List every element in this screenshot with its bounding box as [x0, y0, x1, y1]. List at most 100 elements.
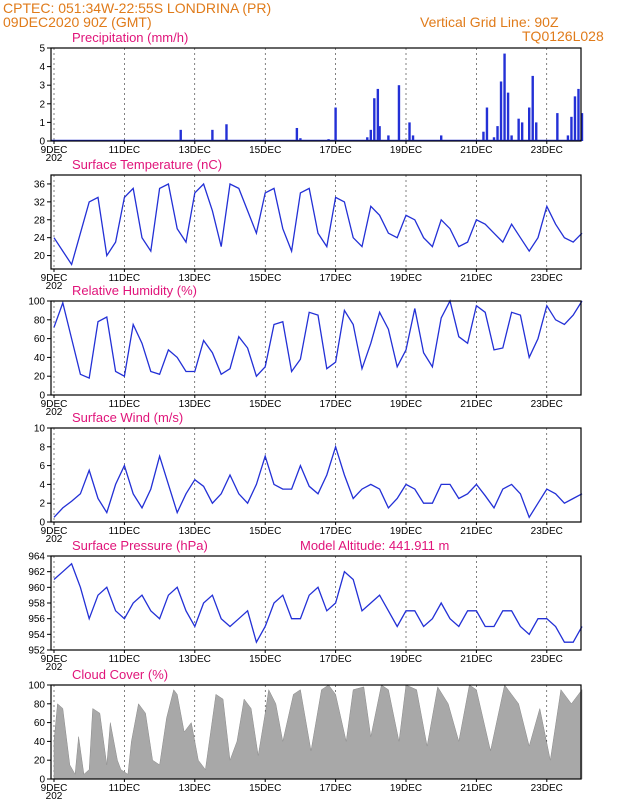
- y-tick-label: 1: [39, 118, 45, 129]
- precip-bar: [485, 107, 489, 141]
- y-tick-label: 20: [34, 756, 46, 767]
- y-tick-label: 28: [34, 215, 46, 226]
- panel-frame: [50, 684, 582, 780]
- y-tick-label: 962: [28, 567, 45, 578]
- x-tick-label: 11DEC: [109, 399, 141, 410]
- y-tick-label: 40: [34, 737, 46, 748]
- x-tick-label: 21DEC: [460, 399, 492, 410]
- x-tick-label: 15DEC: [249, 526, 281, 537]
- panel-title: Precipitation (mm/h): [72, 30, 188, 45]
- y-tick-label: 20: [34, 251, 46, 262]
- panel-frame: [50, 555, 582, 651]
- panel-wind: Surface Wind (m/s) 0 2 4 6 8 10 9DEC 11DEC 13DEC 1…: [34, 410, 583, 545]
- y-tick-label: 958: [28, 599, 45, 610]
- y-tick-label: 100: [28, 297, 45, 308]
- y-tick-label: 4: [39, 62, 45, 73]
- year-fragment: 202: [46, 407, 63, 418]
- x-tick-label: 15DEC: [249, 273, 281, 284]
- precip-bar: [378, 126, 381, 141]
- x-tick-label: 11DEC: [109, 273, 141, 284]
- y-tick-label: 0: [39, 391, 45, 402]
- y-tick-label: 40: [34, 353, 46, 364]
- x-tick-label: 17DEC: [319, 399, 351, 410]
- panel-cloud: Cloud Cover (%) 0 20 40 60 80 100 9DEC 11DEC 13DE…: [28, 667, 583, 802]
- precip-bar: [531, 75, 534, 141]
- x-tick-label: 13DEC: [179, 654, 211, 665]
- x-tick-label: 9DEC: [41, 399, 68, 410]
- year-fragment: 202: [46, 281, 63, 292]
- x-tick-label: 17DEC: [319, 654, 351, 665]
- x-tick-label: 19DEC: [390, 654, 422, 665]
- x-tick-label: 13DEC: [179, 145, 211, 156]
- rh-series-line: [53, 299, 583, 380]
- temp-series-line: [53, 182, 583, 267]
- panel-pressure: Surface Pressure (hPa) Model Altitude: 44…: [28, 538, 583, 673]
- precip-bar: [492, 137, 496, 141]
- y-tick-label: 3: [39, 81, 45, 92]
- x-tick-label: 15DEC: [249, 399, 281, 410]
- y-tick-label: 0: [39, 775, 45, 786]
- panel-temp: Surface Temperature (nC) 20 24 28 32 36 9DEC 11…: [34, 157, 583, 292]
- x-tick-label: 21DEC: [460, 145, 492, 156]
- precip-bar: [295, 127, 299, 141]
- x-tick-label: 21DEC: [460, 654, 492, 665]
- precip-bar: [573, 96, 577, 141]
- panel-annotation: Model Altitude: 441.911 m: [300, 538, 449, 553]
- x-tick-label: 23DEC: [531, 783, 563, 794]
- panel-frame: [50, 174, 582, 270]
- x-tick-label: 19DEC: [390, 783, 422, 794]
- x-tick-label: 19DEC: [390, 399, 422, 410]
- panel-title: Cloud Cover (%): [72, 667, 168, 682]
- x-tick-label: 9DEC: [41, 783, 68, 794]
- y-tick-label: 32: [34, 197, 46, 208]
- panel-frame: [50, 300, 582, 396]
- precip-bar: [373, 98, 376, 141]
- year-fragment: 202: [46, 791, 63, 800]
- precip-bar: [499, 81, 503, 141]
- precip-bar: [556, 113, 559, 141]
- header-grid-note: Vertical Grid Line: 90Z: [420, 14, 559, 30]
- panel-title: Surface Wind (m/s): [72, 410, 183, 425]
- x-tick-label: 19DEC: [390, 526, 422, 537]
- y-tick-label: 960: [28, 583, 45, 594]
- x-tick-label: 9DEC: [41, 526, 68, 537]
- x-tick-label: 9DEC: [41, 145, 68, 156]
- x-tick-label: 15DEC: [249, 145, 281, 156]
- y-tick-label: 8: [39, 442, 45, 453]
- precip-bar: [535, 122, 538, 141]
- precip-bar: [397, 85, 401, 141]
- precip-bar: [299, 138, 302, 141]
- cloud-area: [53, 684, 583, 780]
- x-tick-label: 15DEC: [249, 654, 281, 665]
- x-tick-label: 13DEC: [179, 783, 211, 794]
- precip-bar: [440, 135, 443, 141]
- y-tick-label: 60: [34, 334, 46, 345]
- y-tick-label: 20: [34, 372, 46, 383]
- precip-bar: [510, 135, 513, 141]
- precip-bar: [366, 137, 369, 141]
- precip-bar: [334, 107, 337, 141]
- panel-rh: Relative Humidity (%) 0 20 40 60 80 100 9DEC 11D…: [28, 283, 583, 418]
- pressure-series-line: [53, 562, 583, 644]
- x-tick-label: 23DEC: [531, 526, 563, 537]
- precip-bar: [503, 53, 506, 141]
- precip-bar: [179, 129, 182, 141]
- precip-bar: [517, 118, 520, 141]
- y-tick-label: 2: [39, 99, 45, 110]
- y-tick-label: 24: [34, 233, 46, 244]
- year-fragment: 202: [46, 153, 63, 164]
- y-tick-label: 80: [34, 315, 46, 326]
- precip-bar: [580, 113, 584, 141]
- precip-bar: [369, 129, 372, 141]
- y-tick-label: 0: [39, 137, 45, 148]
- x-tick-label: 19DEC: [390, 145, 422, 156]
- precip-bar: [570, 116, 573, 141]
- header-model-code: TQ0126L028: [522, 28, 604, 44]
- y-tick-label: 956: [28, 614, 45, 625]
- precip-bar: [577, 88, 580, 141]
- x-tick-label: 11DEC: [109, 783, 141, 794]
- precip-bar: [566, 135, 570, 141]
- x-tick-label: 21DEC: [460, 526, 492, 537]
- y-tick-label: 2: [39, 499, 45, 510]
